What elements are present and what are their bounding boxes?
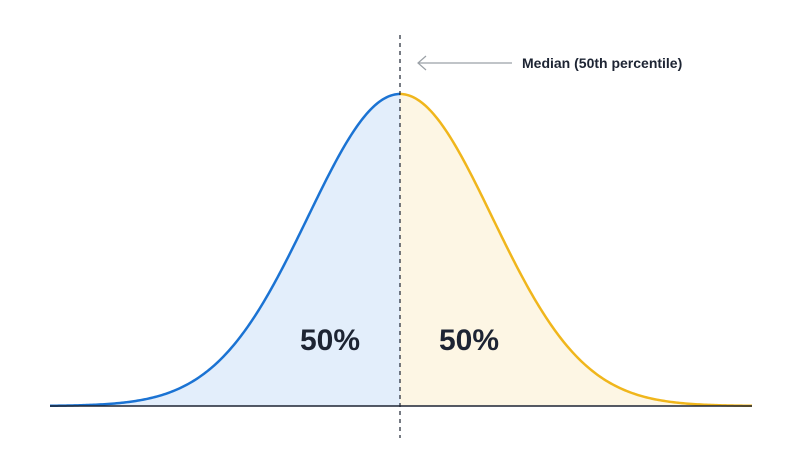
left-half-curve (49, 92, 401, 408)
right-half-curve (399, 92, 753, 408)
right-percent-label: 50% (439, 324, 499, 357)
left-percent-label: 50% (300, 324, 360, 357)
right-half-area (400, 94, 752, 406)
median-annotation: Median (50th percentile) (522, 55, 682, 71)
left-half-area (50, 94, 400, 406)
median-arrow-icon (417, 55, 512, 71)
